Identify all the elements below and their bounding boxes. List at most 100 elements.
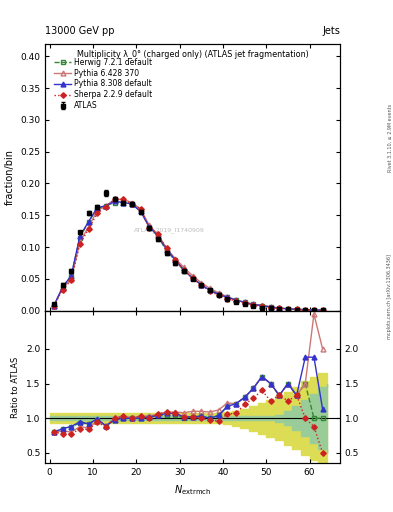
- Pythia 8.308 default: [286, 306, 290, 312]
- Sherpa 2.2.9 default: [294, 306, 299, 312]
- Sherpa 2.2.9 default: [51, 303, 56, 309]
- Pythia 8.308 default: [208, 287, 212, 293]
- Sherpa 2.2.9 default: [69, 277, 73, 283]
- Pythia 6.428 370: [199, 280, 204, 286]
- Herwig 7.2.1 default: [130, 201, 134, 207]
- Text: ATLAS_2019_I1740909: ATLAS_2019_I1740909: [134, 228, 204, 233]
- Herwig 7.2.1 default: [294, 306, 299, 312]
- Pythia 8.308 default: [60, 284, 65, 290]
- Pythia 8.308 default: [312, 307, 316, 313]
- Herwig 7.2.1 default: [173, 258, 178, 264]
- Sherpa 2.2.9 default: [95, 210, 99, 217]
- Pythia 6.428 370: [303, 307, 308, 313]
- Pythia 6.428 370: [294, 306, 299, 312]
- Herwig 7.2.1 default: [277, 305, 282, 311]
- Pythia 6.428 370: [95, 208, 99, 214]
- Pythia 8.308 default: [199, 282, 204, 288]
- Sherpa 2.2.9 default: [60, 287, 65, 293]
- Pythia 6.428 370: [86, 224, 91, 230]
- Pythia 8.308 default: [103, 203, 108, 209]
- Herwig 7.2.1 default: [121, 200, 126, 206]
- Sherpa 2.2.9 default: [86, 226, 91, 232]
- Legend: Herwig 7.2.1 default, Pythia 6.428 370, Pythia 8.308 default, Sherpa 2.2.9 defau: Herwig 7.2.1 default, Pythia 6.428 370, …: [52, 55, 155, 113]
- Herwig 7.2.1 default: [216, 291, 221, 297]
- X-axis label: $N_\mathrm{extrm{ch}}$: $N_\mathrm{extrm{ch}}$: [174, 483, 211, 497]
- Herwig 7.2.1 default: [69, 272, 73, 279]
- Sherpa 2.2.9 default: [156, 231, 160, 238]
- Pythia 8.308 default: [130, 201, 134, 207]
- Pythia 6.428 370: [138, 206, 143, 212]
- Pythia 6.428 370: [156, 231, 160, 238]
- Sherpa 2.2.9 default: [182, 267, 186, 273]
- Pythia 8.308 default: [251, 301, 255, 307]
- Herwig 7.2.1 default: [60, 285, 65, 291]
- Sherpa 2.2.9 default: [259, 303, 264, 309]
- Herwig 7.2.1 default: [242, 300, 247, 306]
- Herwig 7.2.1 default: [208, 287, 212, 293]
- Herwig 7.2.1 default: [156, 233, 160, 239]
- Text: mcplots.cern.ch [arXiv:1306.3436]: mcplots.cern.ch [arXiv:1306.3436]: [387, 254, 392, 339]
- Pythia 8.308 default: [182, 267, 186, 273]
- Pythia 8.308 default: [259, 303, 264, 309]
- Text: Multiplicity λ_0° (charged only) (ATLAS jet fragmentation): Multiplicity λ_0° (charged only) (ATLAS …: [77, 50, 309, 59]
- Pythia 6.428 370: [130, 200, 134, 206]
- Pythia 6.428 370: [51, 303, 56, 309]
- Sherpa 2.2.9 default: [225, 295, 230, 302]
- Text: Rivet 3.1.10, ≥ 2.9M events: Rivet 3.1.10, ≥ 2.9M events: [387, 104, 392, 173]
- Pythia 8.308 default: [164, 247, 169, 253]
- Sherpa 2.2.9 default: [268, 305, 273, 311]
- Herwig 7.2.1 default: [199, 282, 204, 288]
- Pythia 8.308 default: [242, 300, 247, 306]
- Pythia 8.308 default: [156, 232, 160, 239]
- Pythia 6.428 370: [190, 272, 195, 279]
- Pythia 6.428 370: [69, 276, 73, 282]
- Pythia 8.308 default: [216, 291, 221, 297]
- Sherpa 2.2.9 default: [216, 292, 221, 298]
- Y-axis label: Ratio to ATLAS: Ratio to ATLAS: [11, 356, 20, 418]
- Pythia 8.308 default: [112, 198, 117, 204]
- Herwig 7.2.1 default: [320, 307, 325, 313]
- Pythia 6.428 370: [233, 297, 238, 303]
- Sherpa 2.2.9 default: [112, 196, 117, 202]
- Herwig 7.2.1 default: [182, 268, 186, 274]
- Pythia 8.308 default: [147, 224, 152, 230]
- Pythia 8.308 default: [77, 233, 82, 239]
- Pythia 8.308 default: [233, 297, 238, 303]
- Herwig 7.2.1 default: [268, 304, 273, 310]
- Pythia 6.428 370: [103, 203, 108, 209]
- Pythia 8.308 default: [190, 275, 195, 281]
- Herwig 7.2.1 default: [164, 248, 169, 254]
- Herwig 7.2.1 default: [190, 275, 195, 281]
- Pythia 6.428 370: [216, 290, 221, 296]
- Sherpa 2.2.9 default: [164, 245, 169, 251]
- Herwig 7.2.1 default: [112, 200, 117, 206]
- Herwig 7.2.1 default: [138, 208, 143, 215]
- Sherpa 2.2.9 default: [130, 201, 134, 207]
- Herwig 7.2.1 default: [259, 303, 264, 309]
- Sherpa 2.2.9 default: [208, 288, 212, 294]
- Pythia 6.428 370: [320, 307, 325, 313]
- Pythia 6.428 370: [251, 301, 255, 307]
- Pythia 8.308 default: [294, 306, 299, 312]
- Pythia 6.428 370: [277, 305, 282, 311]
- Sherpa 2.2.9 default: [277, 305, 282, 311]
- Sherpa 2.2.9 default: [103, 204, 108, 210]
- Sherpa 2.2.9 default: [199, 282, 204, 288]
- Sherpa 2.2.9 default: [312, 307, 316, 313]
- Pythia 6.428 370: [164, 245, 169, 251]
- Herwig 7.2.1 default: [147, 224, 152, 230]
- Line: Sherpa 2.2.9 default: Sherpa 2.2.9 default: [52, 198, 325, 312]
- Pythia 8.308 default: [277, 305, 282, 311]
- Sherpa 2.2.9 default: [190, 275, 195, 281]
- Pythia 8.308 default: [95, 205, 99, 211]
- Sherpa 2.2.9 default: [303, 307, 308, 313]
- Line: Herwig 7.2.1 default: Herwig 7.2.1 default: [51, 200, 325, 312]
- Pythia 6.428 370: [242, 300, 247, 306]
- Sherpa 2.2.9 default: [77, 241, 82, 247]
- Pythia 6.428 370: [147, 222, 152, 228]
- Sherpa 2.2.9 default: [320, 307, 325, 313]
- Herwig 7.2.1 default: [251, 301, 255, 307]
- Y-axis label: fraction/bin: fraction/bin: [5, 149, 15, 205]
- Herwig 7.2.1 default: [303, 307, 308, 313]
- Sherpa 2.2.9 default: [286, 306, 290, 312]
